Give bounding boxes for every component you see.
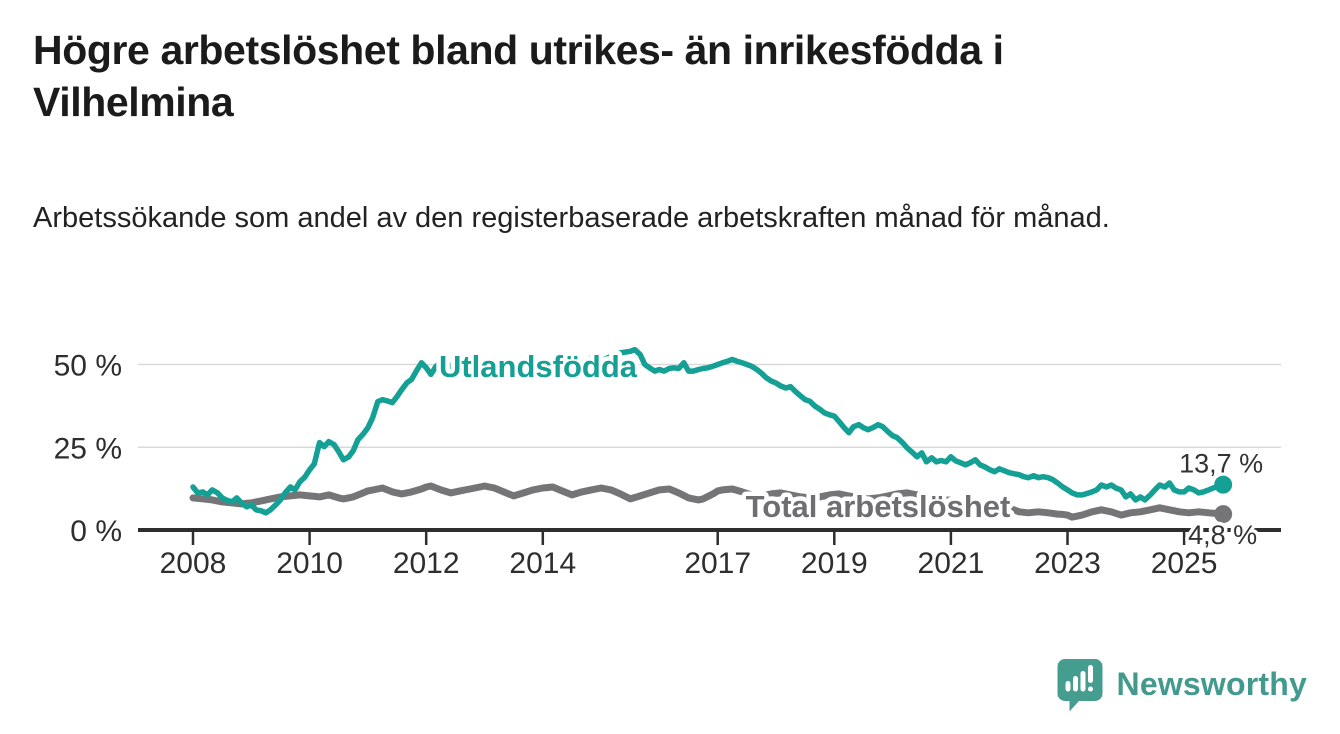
page-title: Högre arbetslöshet bland utrikes- än inr… — [33, 27, 1004, 126]
end-value-label-utlandsfodda: 13,7 % — [1179, 449, 1263, 479]
x-tick-label-2021: 2021 — [918, 547, 985, 580]
end-dot-utlandsfodda — [1214, 475, 1233, 494]
series-line-utlandsfodda — [190, 346, 1226, 516]
x-tick-label-2019: 2019 — [801, 547, 868, 580]
y-tick-label-0: 0 % — [70, 515, 122, 548]
y-tick-label-25: 25 % — [54, 432, 122, 465]
chart-subtitle: Arbetssökande som andel av den registerb… — [33, 202, 1110, 234]
newsworthy-logo-icon — [1057, 659, 1103, 712]
x-tick-label-2025: 2025 — [1151, 547, 1218, 580]
x-tick-label-2014: 2014 — [509, 547, 576, 580]
x-tick-label-2023: 2023 — [1034, 547, 1101, 580]
y-tick-label-50: 50 % — [54, 350, 122, 383]
x-tick-label-2017: 2017 — [684, 547, 751, 580]
end-value-label-total: 4,8 % — [1188, 520, 1257, 550]
x-tick-label-2012: 2012 — [393, 547, 460, 580]
series-label-utlandsfodda: Utlandsfödda — [439, 349, 638, 384]
x-tick-label-2008: 2008 — [160, 547, 227, 580]
x-tick-label-2010: 2010 — [276, 547, 343, 580]
end-dot-total — [1214, 505, 1233, 524]
series-label-total: Total arbetslöshet — [746, 489, 1011, 524]
newsworthy-logo: Newsworthy — [1055, 657, 1307, 712]
series-line-total — [189, 482, 1227, 521]
newsworthy-logo-text: Newsworthy — [1116, 666, 1307, 702]
